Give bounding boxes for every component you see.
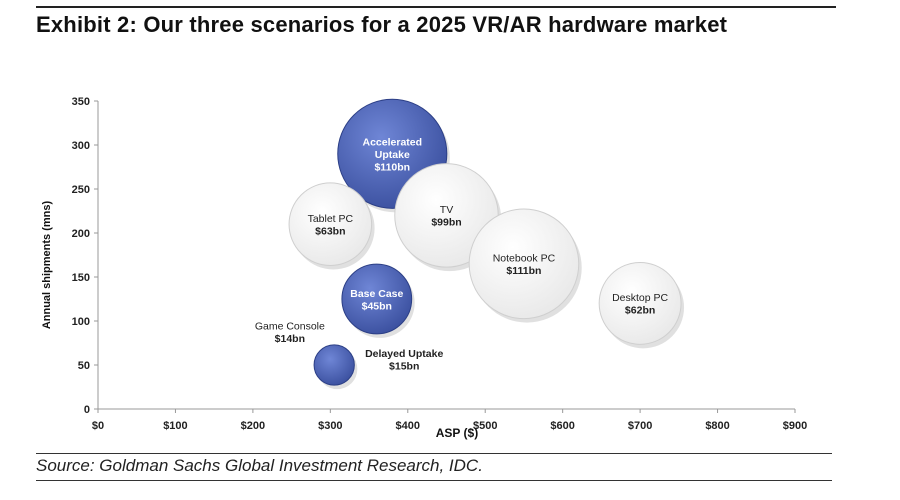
source-rule-bottom: [36, 480, 832, 481]
bubble-value-label: $63bn: [315, 225, 345, 237]
y-tick-label: 300: [72, 140, 90, 152]
bubble-name-label: Accelerated: [363, 136, 423, 148]
y-tick-label: 350: [72, 96, 90, 108]
bubble-name-label: Game Console: [255, 321, 325, 333]
x-tick-label: $700: [628, 420, 652, 432]
bubble-value-label: $45bn: [362, 300, 392, 312]
x-tick-label: $600: [550, 420, 574, 432]
bubble-desktop-pc: [598, 261, 682, 345]
bubble-name-label: TV: [440, 204, 453, 216]
bubble-chart: 0 50 100 150 200 250 300 350 $0 $100 $200 $300 $400 $…: [41, 96, 807, 440]
y-tick-label: 200: [72, 228, 90, 240]
bubble-name-label: Notebook PC: [493, 253, 556, 265]
y-axis-label: Annual shipments (mns): [41, 200, 53, 329]
x-axis-label: ASP ($): [436, 426, 478, 440]
bubble-name-label: Uptake: [375, 149, 410, 161]
y-tick-label: 50: [78, 360, 90, 372]
bubble-name-label: Tablet PC: [308, 213, 354, 225]
x-tick-label: $100: [163, 420, 187, 432]
page-title: Exhibit 2: Our three scenarios for a 202…: [36, 12, 728, 37]
x-tick-label: $800: [705, 420, 729, 432]
bubble-tablet-pc: [288, 182, 373, 266]
x-tick-label: $900: [783, 420, 807, 432]
bubble-value-label: $14bn: [275, 333, 305, 345]
bubble-value-label: $111bn: [506, 265, 541, 277]
y-tick-label: 250: [72, 184, 90, 196]
bubble-name-label: Base Case: [350, 288, 403, 300]
bubble-value-label: $62bn: [625, 305, 655, 317]
source-note: Source: Goldman Sachs Global Investment …: [36, 456, 483, 475]
bubble-value-label: $15bn: [389, 360, 419, 372]
y-tick-label: 0: [84, 404, 90, 416]
bubble-notebook-pc: [468, 208, 580, 320]
bubble-value-label: $110bn: [374, 161, 410, 173]
bubble-value-label: $99bn: [431, 217, 461, 229]
x-tick-label: $300: [318, 420, 342, 432]
x-tick-label: $0: [92, 420, 104, 432]
bubble-name-label: Desktop PC: [612, 292, 668, 304]
y-tick-label: 150: [72, 272, 90, 284]
source-rule: [36, 453, 832, 454]
bubble-base-case: [341, 263, 413, 335]
y-tick-label: 100: [72, 316, 90, 328]
x-tick-label: $400: [396, 420, 420, 432]
x-tick-label: $200: [241, 420, 265, 432]
bubble-delayed-uptake: [313, 344, 355, 386]
x-tick-label: $500: [473, 420, 497, 432]
title-rule: [36, 6, 836, 8]
bubble-name-label: Delayed Uptake: [365, 348, 443, 360]
